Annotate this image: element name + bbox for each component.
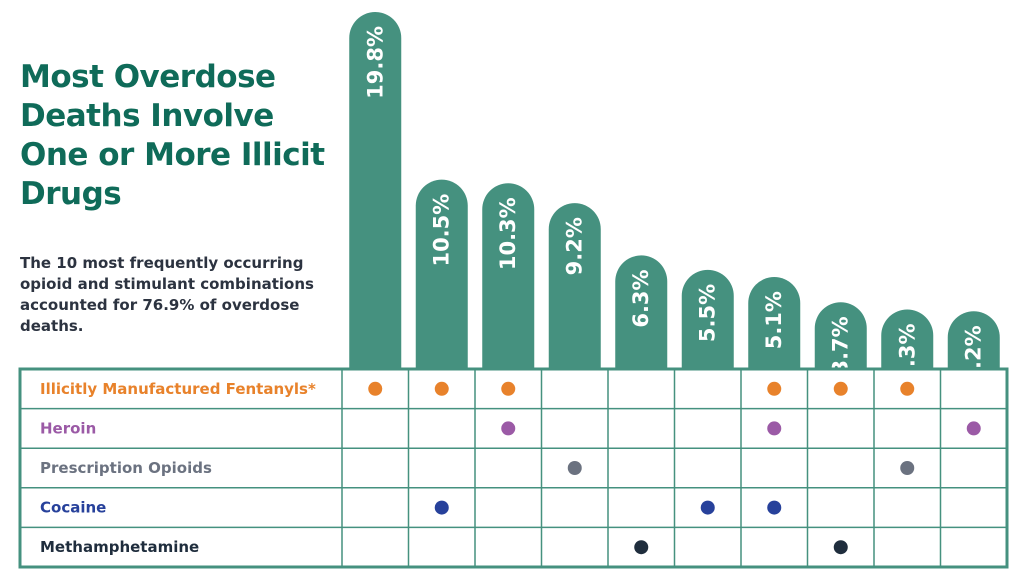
bar-7 [748,277,801,369]
table-border [18,367,1009,569]
row-2-dot-col-10 [966,421,981,436]
row-label-1: Illicitly Manufactured Fentanyls* [40,380,316,398]
bar-value-label-4: 9.2% [563,217,587,275]
row-label-5: Methamphetamine [40,538,199,556]
row-label-3: Prescription Opioids [40,459,212,477]
bar-10 [947,311,1000,369]
row-1-dot-col-2 [434,381,449,396]
row-1-dot-col-3 [501,381,516,396]
row-1-dot-col-7 [767,381,782,396]
row-3-dot-col-9 [900,461,915,475]
bar-value-label-3: 10.3% [496,197,520,270]
bar-2 [415,179,468,369]
row-label-2: Heroin [40,419,96,437]
row-3-dot-col-4 [567,461,582,475]
bar-1 [349,12,402,370]
row-4-dot-col-2 [434,500,449,515]
bar-3 [482,183,535,369]
bar-value-label-5: 6.3% [629,269,653,327]
bar-4 [548,203,601,369]
bar-value-label-8: 3.7% [829,316,853,374]
row-1-dot-col-8 [833,381,848,396]
row-2-dot-col-3 [501,421,516,436]
row-5-dot-col-5 [634,540,649,555]
row-label-4: Cocaine [40,499,106,517]
row-1-dot-col-1 [368,381,383,396]
row-2-dot-col-7 [767,421,782,436]
bar-value-label-2: 10.5% [430,194,454,267]
bar-8 [814,302,867,369]
chart-title: Most Overdose Deaths Involve One or More… [20,59,325,212]
row-5-dot-col-8 [833,540,848,555]
bar-value-label-1: 19.8% [363,26,387,99]
row-4-dot-col-6 [700,500,715,515]
row-1-dot-col-9 [900,381,915,396]
bar-9 [881,309,934,369]
bar-value-label-9: 3.3% [895,324,919,382]
bar-5 [615,255,668,369]
bar-value-label-7: 5.1% [762,291,786,349]
chart-subtitle: The 10 most frequently occurring opioid … [20,254,314,335]
bar-6 [681,269,734,369]
bar-value-label-10: 3.2% [962,325,986,383]
bar-value-label-6: 5.5% [696,284,720,342]
row-4-dot-col-7 [767,500,782,515]
